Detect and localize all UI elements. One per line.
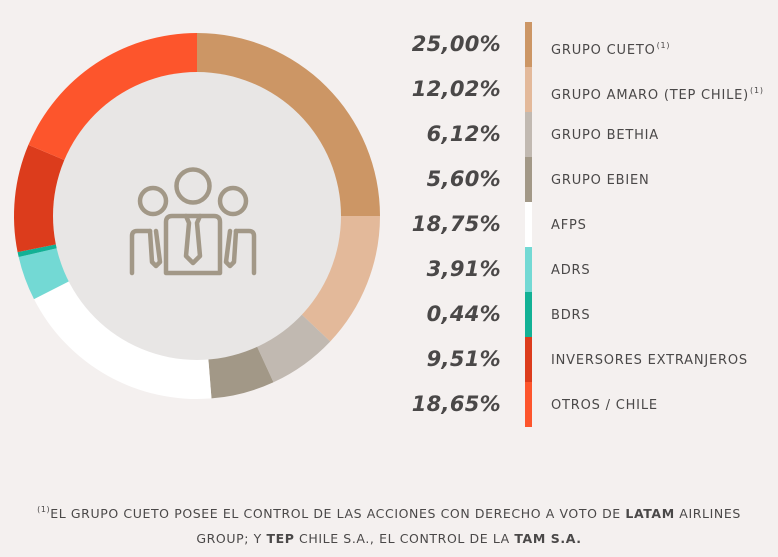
footnote: (1)EL GRUPO CUETO POSEE EL CONTROL DE LA… — [10, 497, 768, 551]
footnote-text-3: CHILE S.A., EL CONTROL DE LA — [294, 531, 515, 546]
legend-label-text: GRUPO AMARO (TEP CHILE) — [551, 88, 750, 103]
donut-slice-8 — [28, 33, 197, 164]
legend-label-text: GRUPO BETHIA — [551, 128, 660, 143]
legend-value: 18,65% — [411, 392, 501, 416]
legend-value: 6,12% — [426, 122, 501, 146]
legend-value: 9,51% — [426, 347, 501, 371]
legend-label: INVERSORES EXTRANJEROS — [551, 337, 748, 385]
footnote-bold-latam: LATAM — [625, 506, 675, 521]
legend-item: 9,51% INVERSORES EXTRANJEROS — [400, 337, 778, 382]
legend-label-text: BDRS — [551, 308, 591, 323]
legend-note-mark: (1) — [750, 86, 764, 95]
legend-value: 5,60% — [426, 167, 501, 191]
legend-swatch — [525, 337, 532, 382]
legend-value: 0,44% — [426, 302, 501, 326]
legend-label: GRUPO CUETO(1) — [551, 22, 670, 75]
legend-label: GRUPO AMARO (TEP CHILE)(1) — [551, 67, 764, 120]
legend-label: ADRS — [551, 247, 590, 295]
legend-item: 3,91% ADRS — [400, 247, 778, 292]
legend-swatch — [525, 202, 532, 247]
legend-value: 12,02% — [411, 77, 501, 101]
legend-label: BDRS — [551, 292, 590, 340]
donut-slice-1 — [295, 216, 380, 342]
legend-note-mark: (1) — [656, 41, 671, 50]
legend-swatch — [525, 157, 532, 202]
legend-item: 18,65% OTROS / CHILE — [400, 382, 778, 427]
legend-value: 25,00% — [411, 32, 501, 56]
legend-item: 0,44% BDRS — [400, 292, 778, 337]
legend-label-text: AFPS — [551, 218, 587, 233]
footnote-mark: (1) — [37, 505, 51, 514]
legend-label: GRUPO EBIEN — [551, 157, 650, 205]
donut-chart — [14, 33, 380, 400]
footnote-bold-tep: TEP — [266, 531, 295, 546]
legend-item: 5,60% GRUPO EBIEN — [400, 157, 778, 202]
footnote-text-1: EL GRUPO CUETO POSEE EL CONTROL DE LAS A… — [50, 506, 626, 521]
donut-slice-6 — [17, 242, 66, 258]
legend-label: AFPS — [551, 202, 587, 250]
legend-item: 18,75% AFPS — [400, 202, 778, 247]
legend-value: 3,91% — [426, 257, 501, 281]
legend-swatch — [525, 292, 532, 337]
footnote-bold-tam: TAM S.A. — [514, 531, 582, 546]
legend-swatch — [525, 112, 532, 157]
legend-label-text: OTROS / CHILE — [551, 398, 658, 413]
legend-label: OTROS / CHILE — [551, 382, 658, 430]
legend-item: 12,02% GRUPO AMARO (TEP CHILE)(1) — [400, 67, 778, 112]
legend-label-text: INVERSORES EXTRANJEROS — [551, 353, 748, 368]
legend-value: 18,75% — [411, 212, 501, 236]
legend-label-text: GRUPO CUETO — [551, 43, 656, 58]
legend-label-text: GRUPO EBIEN — [551, 173, 650, 188]
legend-swatch — [525, 22, 532, 67]
legend-swatch — [525, 247, 532, 292]
donut-slice-0 — [197, 33, 380, 216]
people-group-icon — [129, 167, 257, 276]
legend-item: 6,12% GRUPO BETHIA — [400, 112, 778, 157]
legend-swatch — [525, 382, 532, 427]
legend-swatch — [525, 67, 532, 112]
donut-slice-2 — [253, 308, 331, 383]
legend-label-text: ADRS — [551, 263, 591, 278]
legend-label: GRUPO BETHIA — [551, 112, 659, 160]
legend-item: 25,00% GRUPO CUETO(1) — [400, 22, 778, 67]
chart-legend: 25,00% GRUPO CUETO(1) 12,02% GRUPO AMARO (T… — [400, 22, 778, 427]
footnote-text-2: AIRLINES GROUP; Y — [196, 506, 741, 546]
